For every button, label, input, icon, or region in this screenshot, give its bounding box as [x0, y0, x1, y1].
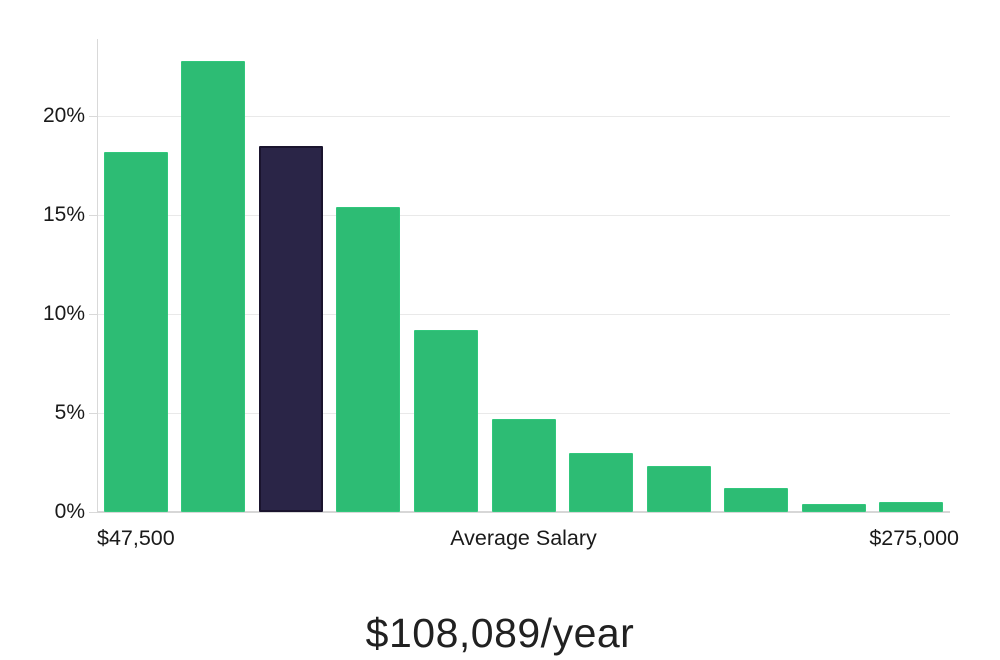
bar[interactable]	[801, 504, 866, 512]
y-axis-tick-label: 5%	[54, 401, 85, 425]
plot-area	[97, 39, 950, 513]
bar[interactable]	[879, 502, 944, 512]
bar[interactable]	[724, 488, 789, 512]
y-axis-tick-label: 0%	[54, 500, 85, 523]
bar-highlighted[interactable]	[258, 145, 323, 512]
x-axis-label-average-salary: Average Salary	[450, 526, 597, 550]
y-axis-tick-mark	[89, 314, 97, 316]
y-axis-tick-label: 15%	[42, 203, 85, 227]
bar[interactable]	[646, 466, 711, 512]
x-axis-line	[97, 511, 950, 513]
x-axis-label-min: $47,500	[97, 526, 175, 550]
y-axis-tick-label: 20%	[42, 104, 85, 128]
bar[interactable]	[103, 151, 168, 512]
x-axis: $47,500 Average Salary $275,000	[97, 526, 959, 554]
bar[interactable]	[413, 329, 478, 512]
y-axis-tick-label: 10%	[42, 302, 85, 326]
y-axis-tick-mark	[89, 116, 97, 118]
gridline	[97, 313, 950, 315]
y-axis-tick-mark	[89, 512, 97, 513]
bar[interactable]	[181, 60, 246, 512]
bar[interactable]	[336, 207, 401, 512]
gridline	[97, 412, 950, 414]
y-axis-tick-mark	[89, 215, 97, 217]
bar[interactable]	[569, 452, 634, 512]
bar[interactable]	[491, 418, 556, 512]
gridline	[97, 214, 950, 216]
average-salary-value: $108,089/year	[365, 610, 635, 656]
gridline	[97, 115, 950, 117]
y-axis-line	[97, 39, 98, 512]
y-axis-tick-mark	[89, 413, 97, 415]
x-axis-label-max: $275,000	[869, 526, 959, 550]
